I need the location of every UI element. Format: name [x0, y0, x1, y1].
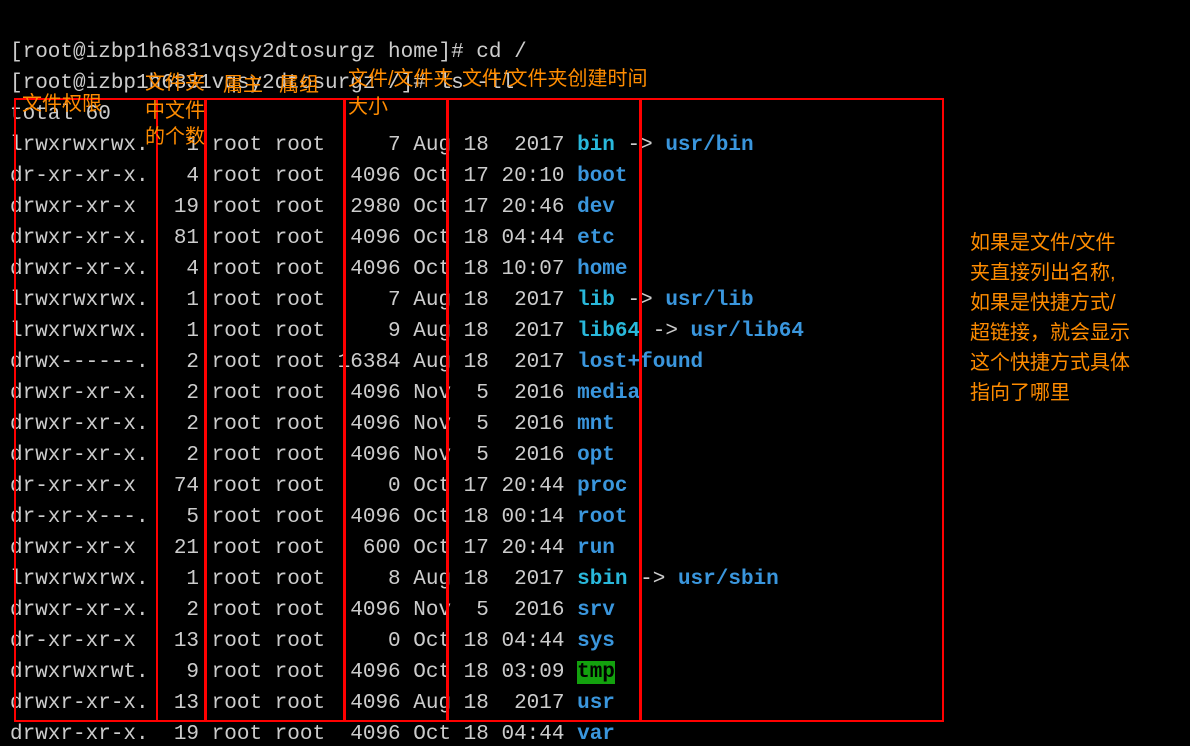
listing-row: drwxr-xr-x. 19 root root 4096 Oct 18 04:…	[10, 719, 1180, 746]
column-annotation: 中文件	[145, 100, 205, 122]
column-annotation: 文件/文件夹创建时间	[462, 68, 648, 90]
column-annotation: 文件/文件夹	[348, 68, 454, 90]
column-annotation: 文件权限	[22, 93, 102, 115]
terminal: [root@izbp1h6831vqsy2dtosurgz home]# cd …	[0, 0, 1190, 746]
column-annotation: 属组	[279, 74, 319, 96]
column-box	[447, 98, 641, 722]
column-box	[14, 98, 158, 722]
column-box	[205, 98, 345, 722]
side-note: 如果是文件/文件夹直接列出名称,如果是快捷方式/超链接，就会显示这个快捷方式具体…	[970, 228, 1130, 408]
column-box	[344, 98, 448, 722]
column-annotation: 的个数	[145, 126, 205, 148]
column-box	[156, 98, 206, 722]
prompt-line: [root@izbp1h6831vqsy2dtosurgz home]# cd …	[10, 37, 1180, 68]
column-box	[640, 98, 944, 722]
column-annotation: 属主	[223, 74, 263, 96]
column-annotation: 文件夹	[145, 72, 205, 94]
column-annotation: 大小	[348, 96, 388, 118]
